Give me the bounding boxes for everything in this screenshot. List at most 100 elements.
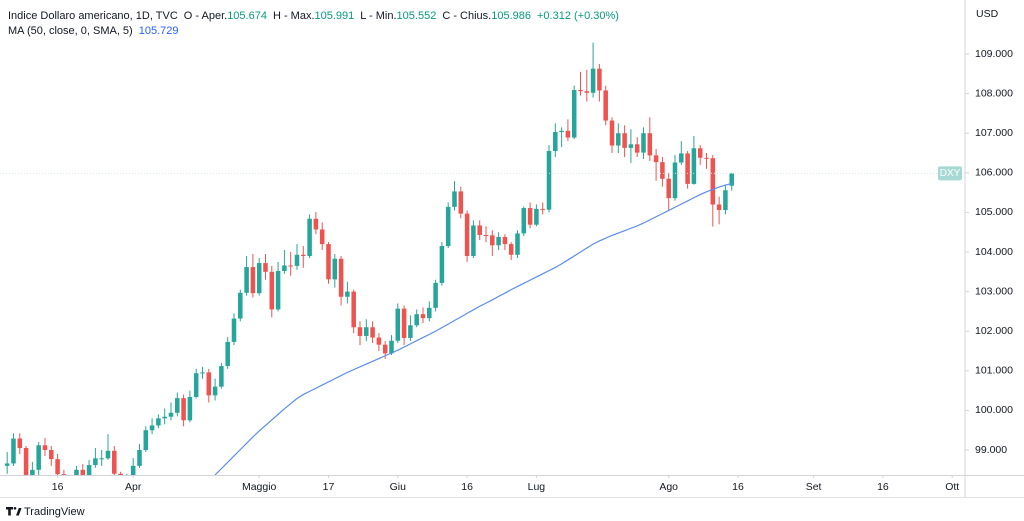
- candle-body: [36, 445, 41, 470]
- candle-body: [395, 308, 401, 341]
- candle-body: [653, 155, 659, 163]
- y-tick-label: 109.000: [975, 48, 1013, 60]
- candle-body: [118, 473, 123, 475]
- candle-body: [389, 340, 394, 354]
- candle-body: [502, 236, 508, 245]
- change-value: +0.312 (+0.30%): [536, 10, 619, 22]
- candle-body: [42, 445, 48, 451]
- candle-body: [30, 469, 35, 475]
- y-tick-label: 102.000: [975, 325, 1013, 337]
- open-value: 105.674: [227, 10, 267, 22]
- low-label: L - Min.: [360, 10, 397, 22]
- ma-value: 105.729: [138, 25, 179, 37]
- candle-body: [408, 325, 413, 338]
- candle-body: [294, 254, 300, 266]
- candle-body: [527, 208, 533, 225]
- y-tick-label: 106.000: [975, 167, 1013, 179]
- low-value: 105.552: [396, 10, 437, 22]
- candle-body: [590, 68, 596, 93]
- candle-body: [149, 425, 155, 431]
- candle-body: [496, 236, 501, 246]
- brand-name: TradingView: [24, 506, 85, 518]
- candle-body: [471, 225, 476, 256]
- candle-body: [433, 282, 438, 308]
- candle-body: [616, 133, 621, 146]
- candle-body: [4, 463, 10, 466]
- x-tick-label: Apr: [125, 481, 142, 493]
- candle-body: [622, 133, 627, 148]
- symbol-title: Indice Dollaro americano, 1D, TVC: [8, 10, 178, 22]
- x-tick-label: 16: [877, 481, 889, 493]
- candle-body: [672, 162, 678, 199]
- candle-body: [704, 157, 709, 159]
- x-tick-label: Giu: [390, 481, 407, 493]
- candle-body: [578, 90, 583, 92]
- symbol-tag-box: [938, 166, 962, 181]
- candle-body: [603, 90, 608, 121]
- x-tick-label: 17: [323, 481, 335, 493]
- ma-label: MA (50, close, 0, SMA, 5): [8, 25, 133, 37]
- candle-body: [565, 130, 571, 138]
- candle-body: [660, 162, 665, 179]
- candle-body: [609, 120, 615, 146]
- candle-body: [181, 398, 186, 421]
- candle-body: [716, 204, 722, 211]
- candle-body: [345, 291, 350, 297]
- candle-body: [307, 218, 312, 256]
- candle-body: [99, 458, 104, 460]
- candle-body: [710, 158, 716, 205]
- candle-body: [93, 458, 98, 466]
- candle-body: [490, 235, 495, 246]
- ma-line: [214, 182, 732, 475]
- candle-body: [282, 265, 287, 272]
- candle-body: [376, 337, 382, 345]
- x-tick-label: 16: [461, 481, 473, 493]
- candle-body: [269, 271, 275, 310]
- candle-body: [697, 148, 703, 158]
- candle-body: [238, 292, 243, 319]
- candle-body: [68, 481, 73, 497]
- candle-body: [301, 254, 306, 256]
- x-tick-label: Set: [806, 481, 822, 493]
- candle-body: [641, 133, 646, 153]
- candle-body: [338, 258, 344, 297]
- candle-body: [105, 450, 111, 459]
- x-tick-label: Lug: [528, 481, 546, 493]
- candle-body: [319, 229, 325, 245]
- candle-body: [112, 450, 117, 474]
- symbol-line: Indice Dollaro americano, 1D, TVC O - Ape…: [8, 9, 625, 24]
- candle-body: [130, 465, 136, 475]
- candle-body: [477, 225, 482, 235]
- candle-body: [546, 151, 552, 210]
- x-tick-label: Ago: [659, 481, 678, 493]
- x-tick-label: 16: [52, 481, 64, 493]
- candle-body: [23, 448, 29, 475]
- candle-body: [219, 366, 224, 387]
- candle-body: [729, 173, 734, 186]
- candle-body: [559, 130, 564, 133]
- candle-body: [534, 208, 539, 225]
- candle-body: [49, 450, 54, 460]
- candle-body: [723, 190, 728, 211]
- candle-body: [458, 191, 464, 214]
- y-tick-label: 107.000: [975, 127, 1013, 139]
- candle-body: [74, 469, 79, 475]
- candle-body: [464, 213, 470, 256]
- x-tick-label: Ott: [945, 481, 959, 493]
- candle-body: [351, 291, 356, 328]
- candle-body: [584, 91, 590, 93]
- candle-body: [508, 244, 514, 255]
- candle-body: [427, 307, 432, 319]
- y-tick-label: 105.000: [975, 206, 1013, 218]
- candle-body: [288, 265, 293, 267]
- candle-body: [420, 314, 426, 319]
- candle-body: [364, 327, 369, 336]
- candle-body: [17, 438, 23, 449]
- candle-body: [55, 459, 60, 475]
- plot-area: [0, 42, 965, 497]
- candle-body: [439, 246, 445, 283]
- candle-body: [628, 144, 634, 148]
- candle-body: [11, 438, 16, 464]
- x-tick-label: Maggio: [242, 481, 277, 493]
